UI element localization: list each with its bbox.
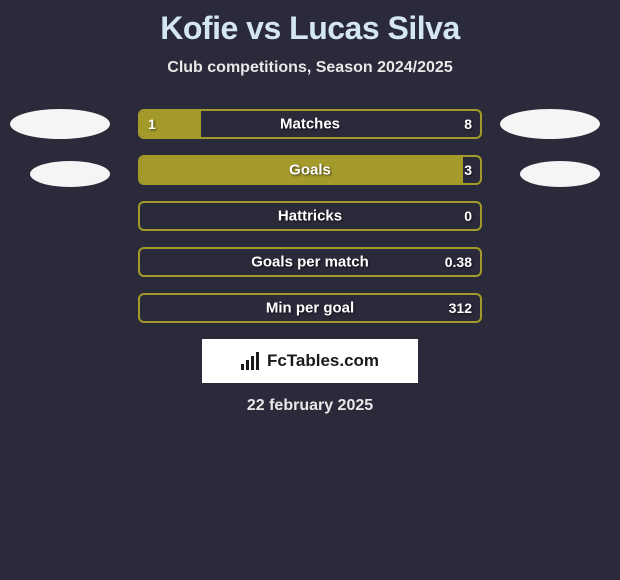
- stat-value-left: 1: [148, 116, 156, 132]
- player-avatar-right-1: [500, 109, 600, 139]
- stat-label: Goals per match: [251, 254, 369, 271]
- stat-row: Goals 3: [138, 155, 482, 185]
- stat-row: Hattricks 0: [138, 201, 482, 231]
- brand-badge: FcTables.com: [202, 339, 418, 383]
- stat-value-right: 8: [464, 116, 472, 132]
- stat-value-right: 0: [464, 208, 472, 224]
- player-avatar-left-2: [30, 161, 110, 187]
- brand-text: FcTables.com: [267, 351, 379, 371]
- stat-value-right: 0.38: [445, 254, 472, 270]
- stat-label: Goals: [289, 162, 331, 179]
- bar-chart-icon: [241, 352, 261, 370]
- stat-row: Goals per match 0.38: [138, 247, 482, 277]
- comparison-chart: Kofie vs Lucas Silva Club competitions, …: [0, 0, 620, 580]
- player-avatar-right-2: [520, 161, 600, 187]
- stat-label: Min per goal: [266, 300, 354, 317]
- stat-label: Matches: [280, 116, 340, 133]
- stat-row: Matches 1 8: [138, 109, 482, 139]
- page-subtitle: Club competitions, Season 2024/2025: [0, 59, 620, 77]
- page-title: Kofie vs Lucas Silva: [0, 10, 620, 47]
- footer-date: 22 february 2025: [0, 397, 620, 415]
- stat-value-right: 3: [464, 162, 472, 178]
- player-avatar-left-1: [10, 109, 110, 139]
- stat-label: Hattricks: [278, 208, 342, 225]
- stats-area: Matches 1 8 Goals 3 Hattricks 0 Goals per match…: [0, 109, 620, 323]
- stat-row: Min per goal 312: [138, 293, 482, 323]
- stat-value-right: 312: [449, 300, 472, 316]
- bar-list: Matches 1 8 Goals 3 Hattricks 0 Goals per match…: [138, 109, 482, 323]
